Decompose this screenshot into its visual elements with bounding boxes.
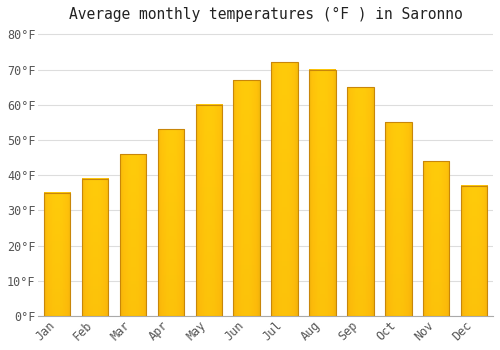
Bar [196, 105, 222, 316]
Bar [461, 186, 487, 316]
Bar [385, 122, 411, 316]
Bar [272, 63, 298, 316]
Bar [309, 70, 336, 316]
Bar [120, 154, 146, 316]
Bar [347, 87, 374, 316]
Bar [423, 161, 450, 316]
Bar [82, 178, 108, 316]
Bar [158, 130, 184, 316]
Bar [234, 80, 260, 316]
Title: Average monthly temperatures (°F ) in Saronno: Average monthly temperatures (°F ) in Sa… [69, 7, 462, 22]
Bar [44, 193, 70, 316]
